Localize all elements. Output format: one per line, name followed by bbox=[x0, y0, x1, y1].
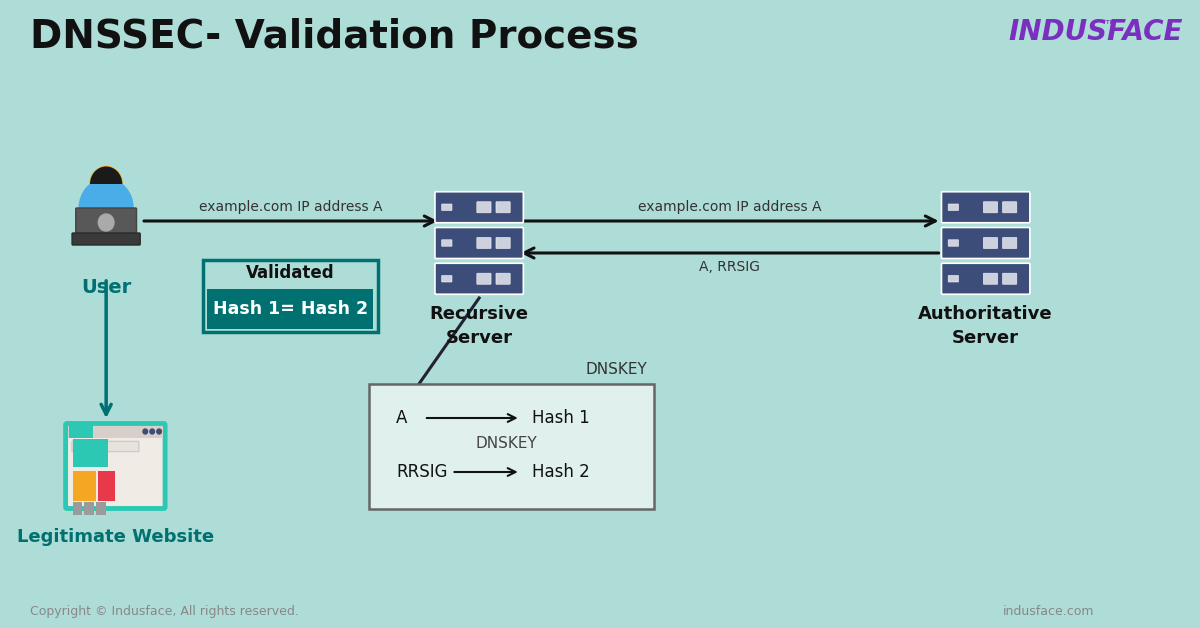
Text: Legitimate Website: Legitimate Website bbox=[17, 528, 214, 546]
FancyBboxPatch shape bbox=[208, 289, 373, 329]
FancyBboxPatch shape bbox=[476, 273, 491, 284]
FancyBboxPatch shape bbox=[72, 441, 139, 452]
FancyBboxPatch shape bbox=[98, 471, 115, 501]
FancyBboxPatch shape bbox=[72, 502, 82, 515]
Text: DNSKEY: DNSKEY bbox=[476, 436, 538, 452]
FancyBboxPatch shape bbox=[476, 237, 491, 249]
Text: INDUSFACE: INDUSFACE bbox=[1009, 18, 1183, 46]
FancyBboxPatch shape bbox=[76, 208, 137, 238]
Text: Copyright © Indusface, All rights reserved.: Copyright © Indusface, All rights reserv… bbox=[30, 605, 299, 618]
FancyBboxPatch shape bbox=[68, 426, 163, 438]
Circle shape bbox=[143, 429, 148, 434]
Text: RRSIG: RRSIG bbox=[396, 463, 448, 481]
Wedge shape bbox=[90, 166, 122, 184]
Text: Hash 1: Hash 1 bbox=[532, 409, 589, 427]
Circle shape bbox=[150, 429, 155, 434]
Circle shape bbox=[157, 429, 162, 434]
FancyBboxPatch shape bbox=[496, 237, 510, 249]
Text: indusface.com: indusface.com bbox=[1003, 605, 1094, 618]
FancyBboxPatch shape bbox=[1002, 273, 1016, 284]
FancyBboxPatch shape bbox=[983, 202, 997, 213]
Text: example.com IP address A: example.com IP address A bbox=[638, 200, 822, 214]
FancyBboxPatch shape bbox=[948, 276, 959, 282]
FancyBboxPatch shape bbox=[1002, 202, 1016, 213]
FancyBboxPatch shape bbox=[96, 502, 106, 515]
FancyBboxPatch shape bbox=[948, 204, 959, 210]
Circle shape bbox=[98, 214, 114, 231]
Text: DNSKEY: DNSKEY bbox=[586, 362, 647, 377]
Text: Hash 1= Hash 2: Hash 1= Hash 2 bbox=[212, 300, 368, 318]
FancyBboxPatch shape bbox=[983, 237, 997, 249]
FancyBboxPatch shape bbox=[948, 240, 959, 246]
FancyBboxPatch shape bbox=[442, 204, 452, 210]
Text: Recursive
Server: Recursive Server bbox=[430, 305, 529, 347]
FancyBboxPatch shape bbox=[72, 439, 108, 467]
FancyBboxPatch shape bbox=[942, 263, 1030, 295]
FancyBboxPatch shape bbox=[68, 425, 92, 438]
Text: Hash 2: Hash 2 bbox=[532, 463, 589, 481]
Text: Authoritative
Server: Authoritative Server bbox=[918, 305, 1052, 347]
FancyBboxPatch shape bbox=[496, 273, 510, 284]
Text: User: User bbox=[82, 278, 131, 297]
FancyBboxPatch shape bbox=[942, 227, 1030, 259]
FancyBboxPatch shape bbox=[442, 240, 452, 246]
FancyBboxPatch shape bbox=[442, 276, 452, 282]
Text: A: A bbox=[396, 409, 408, 427]
Text: Validated: Validated bbox=[246, 264, 335, 282]
FancyBboxPatch shape bbox=[434, 263, 523, 295]
Text: ™: ™ bbox=[1104, 18, 1117, 32]
FancyBboxPatch shape bbox=[72, 233, 140, 245]
FancyBboxPatch shape bbox=[368, 384, 654, 509]
FancyBboxPatch shape bbox=[434, 192, 523, 223]
FancyBboxPatch shape bbox=[942, 192, 1030, 223]
FancyBboxPatch shape bbox=[983, 273, 997, 284]
Text: DNSSEC- Validation Process: DNSSEC- Validation Process bbox=[30, 18, 638, 56]
FancyBboxPatch shape bbox=[101, 189, 112, 204]
Circle shape bbox=[90, 166, 122, 202]
Wedge shape bbox=[78, 178, 133, 208]
FancyBboxPatch shape bbox=[496, 202, 510, 213]
FancyBboxPatch shape bbox=[1002, 237, 1016, 249]
FancyBboxPatch shape bbox=[72, 471, 96, 501]
FancyBboxPatch shape bbox=[66, 423, 166, 509]
Text: A, RRSIG: A, RRSIG bbox=[700, 260, 760, 274]
Text: example.com IP address A: example.com IP address A bbox=[199, 200, 383, 214]
FancyBboxPatch shape bbox=[84, 502, 94, 515]
FancyBboxPatch shape bbox=[434, 227, 523, 259]
FancyBboxPatch shape bbox=[476, 202, 491, 213]
